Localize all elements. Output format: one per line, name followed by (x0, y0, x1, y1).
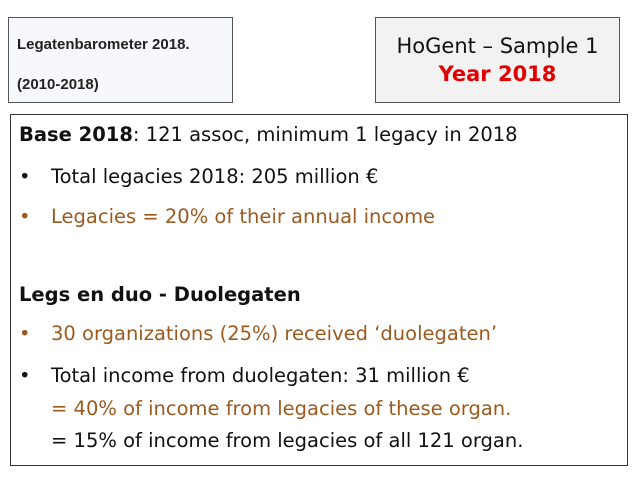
bullet-item: • Total legacies 2018: 205 million € (19, 165, 378, 188)
sub-line: = 15% of income from legacies of all 121… (51, 429, 524, 452)
bullet-text: Legacies = 20% of their annual income (51, 205, 436, 228)
base-label: Base 2018 (19, 123, 133, 146)
base-line: Base 2018: 121 assoc, minimum 1 legacy i… (19, 123, 518, 146)
section-title: Legs en duo - Duolegaten (19, 283, 301, 306)
bullet-icon: • (19, 322, 31, 345)
source-title: Legatenbarometer 2018. (17, 36, 190, 53)
header-box: HoGent – Sample 1 Year 2018 (375, 17, 620, 103)
bullet-item: • Legacies = 20% of their annual income (19, 205, 435, 228)
bullet-item: • Total income from duolegaten: 31 millio… (19, 364, 470, 387)
bullet-item: • 30 organizations (25%) received ‘duoleg… (19, 322, 497, 345)
header-year: Year 2018 (438, 62, 557, 86)
bullet-icon: • (19, 205, 31, 228)
bullet-text: Total legacies 2018: 205 million € (51, 165, 379, 188)
source-box: Legatenbarometer 2018. (2010-2018) (8, 17, 233, 103)
bullet-icon: • (19, 165, 31, 188)
bullet-text: 30 organizations (25%) received ‘duolega… (51, 322, 498, 345)
base-text: : 121 assoc, minimum 1 legacy in 2018 (132, 123, 518, 146)
bullet-text: Total income from duolegaten: 31 million… (51, 364, 470, 387)
bullet-icon: • (19, 364, 31, 387)
header-title: HoGent – Sample 1 (396, 34, 599, 58)
sub-line: = 40% of income from legacies of these o… (51, 397, 512, 420)
source-period: (2010-2018) (17, 76, 99, 93)
main-content-box: Base 2018: 121 assoc, minimum 1 legacy i… (10, 114, 628, 466)
section-title-text: Legs en duo - Duolegaten (19, 283, 301, 306)
